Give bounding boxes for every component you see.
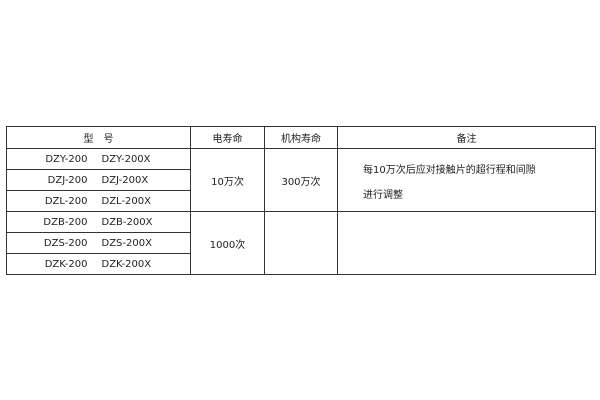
table-row: DZK-200 DZK-200X: [6, 253, 596, 275]
table-row: DZY-200 DZY-200X 10万次 300万次 每10万次后应对接触片的超…: [6, 148, 596, 212]
header-row: 型 号 电寿命 机构寿命 备注: [6, 126, 596, 149]
header-mechanical-life: 机构寿命: [264, 126, 338, 149]
mechanical-life-cell: [264, 211, 338, 275]
model-cell: DZB-200 DZB-200X: [6, 211, 191, 233]
header-electrical-life: 电寿命: [190, 126, 265, 149]
table-row: DZB-200 DZB-200X 1000次: [6, 211, 596, 275]
note-cell: 每10万次后应对接触片的超行程和间隙 进行调整: [337, 148, 596, 212]
model-cell: DZJ-200 DZJ-200X: [6, 169, 191, 191]
mechanical-life-cell: 300万次: [264, 148, 338, 212]
model-cell: DZY-200 DZY-200X: [6, 148, 191, 170]
electrical-life-cell: 1000次: [190, 211, 265, 275]
header-model: 型 号: [6, 126, 191, 149]
model-cell: DZK-200 DZK-200X: [6, 253, 191, 275]
electrical-life-cell: 10万次: [190, 148, 265, 212]
life-spec-table: 型 号 电寿命 机构寿命 备注 DZY-200 DZY-200X 10万次 300…: [6, 126, 596, 275]
note-cell: [337, 211, 596, 275]
model-cell: DZS-200 DZS-200X: [6, 232, 191, 254]
model-cell: DZL-200 DZL-200X: [6, 190, 191, 212]
note-line: 每10万次后应对接触片的超行程和间隙: [363, 165, 536, 176]
note-line: 进行调整: [363, 190, 403, 201]
header-note: 备注: [337, 126, 596, 149]
